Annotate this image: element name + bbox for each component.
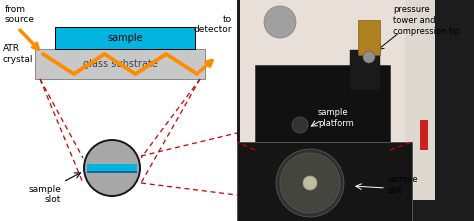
Bar [240,0,405,215]
Bar [360,35,372,90]
Text: ATR
crystal: ATR crystal [3,44,34,64]
Bar [87,164,137,173]
Bar [240,0,435,200]
Circle shape [83,139,141,197]
Text: glass substrate: glass substrate [82,59,157,69]
Bar [55,27,195,49]
Bar [420,120,428,150]
Bar [350,50,380,90]
Circle shape [303,176,317,190]
Text: sample
platform: sample platform [318,108,354,128]
Circle shape [276,149,344,217]
Bar [87,170,137,173]
Bar [0,0,237,221]
Bar [237,142,412,221]
Text: sample
slot: sample slot [388,175,419,195]
Text: sample: sample [107,33,143,43]
Circle shape [264,6,296,38]
Circle shape [292,117,308,133]
Text: pressure
tower and
compression tip: pressure tower and compression tip [393,5,460,36]
Circle shape [280,153,340,213]
Bar [35,49,205,79]
Text: from
source: from source [5,5,35,24]
Bar [237,0,474,221]
Text: sample
slot: sample slot [28,185,61,204]
Circle shape [363,51,375,63]
Text: to
detector: to detector [193,15,232,34]
Bar [255,65,390,150]
Bar [358,20,380,55]
Circle shape [85,141,139,195]
